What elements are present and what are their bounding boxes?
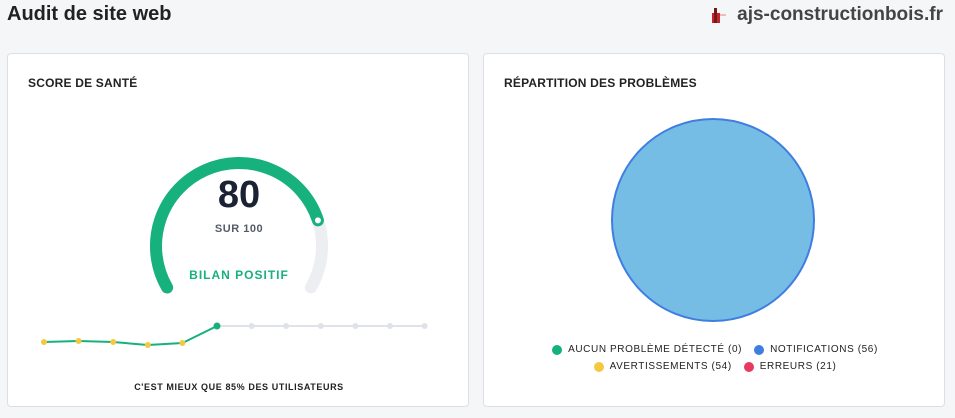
trend-point-future[interactable] (283, 323, 290, 329)
pie-slice-notifications[interactable] (611, 118, 815, 322)
health-score-value: 80 (217, 174, 261, 216)
trend-point-past[interactable] (41, 339, 47, 345)
trend-point-past[interactable] (75, 338, 82, 344)
legend-item-warnings[interactable]: AVERTISSEMENTS (54) (593, 361, 732, 372)
issues-distribution-card: RÉPARTITION DES PROBLÈMES AUCUN PROBLÈME… (483, 53, 945, 407)
page-header: Audit de site web ajs-constructionbois.f… (0, 0, 955, 40)
legend-label-errors: ERREURS (21) (759, 361, 837, 372)
trend-point-future[interactable] (248, 323, 255, 329)
legend-item-errors[interactable]: ERREURS (21) (743, 361, 837, 372)
legend-label-warnings: AVERTISSEMENTS (54) (609, 361, 732, 372)
legend-dot-red (743, 361, 754, 372)
legend-dot-blue (754, 344, 765, 355)
trend-point-future[interactable] (421, 323, 428, 329)
legend-label-notifications: NOTIFICATIONS (56) (770, 344, 878, 355)
gauge-knob (314, 217, 321, 224)
issues-card-title: RÉPARTITION DES PROBLÈMES (504, 76, 697, 90)
flag-icon (712, 8, 727, 23)
trend-point-past[interactable] (179, 340, 186, 346)
legend-label-no-issue: AUCUN PROBLÈME DÉTECTÉ (0) (568, 344, 743, 355)
trend-point-future[interactable] (317, 323, 324, 329)
page-title: Audit de site web (7, 3, 172, 25)
legend-item-no-issue[interactable]: AUCUN PROBLÈME DÉTECTÉ (0) (552, 344, 742, 355)
trend-past-line (43, 325, 218, 347)
trend-point-past[interactable] (144, 342, 151, 348)
legend-item-notifications[interactable]: NOTIFICATIONS (56) (754, 344, 878, 355)
trend-point-past[interactable] (110, 339, 117, 345)
health-comparison-note: C'EST MIEUX QUE 85% DES UTILISATEURS (134, 382, 344, 392)
health-status: BILAN POSITIF (189, 268, 289, 282)
trend-point-future[interactable] (387, 323, 393, 329)
health-card-title: SCORE DE SANTÉ (28, 76, 138, 90)
gauge-fill (150, 157, 324, 294)
legend-dot-yellow (593, 361, 604, 372)
issues-legend: AUCUN PROBLÈME DÉTECTÉ (0) NOTIFICATIONS… (484, 344, 946, 378)
trend-point-current[interactable] (213, 322, 221, 330)
trend-point-future[interactable] (352, 323, 359, 329)
legend-dot-green (552, 344, 563, 355)
health-trend-sparkline (41, 322, 428, 348)
health-score-max: SUR 100 (214, 223, 264, 235)
site-indicator[interactable]: ajs-constructionbois.fr (709, 4, 943, 26)
health-gauge (150, 157, 328, 294)
site-domain: ajs-constructionbois.fr (737, 4, 943, 25)
health-score-card: SCORE DE SANTÉ 80 SUR 100 BILAN POSITIF … (7, 53, 469, 407)
issues-pie-chart (611, 118, 815, 322)
